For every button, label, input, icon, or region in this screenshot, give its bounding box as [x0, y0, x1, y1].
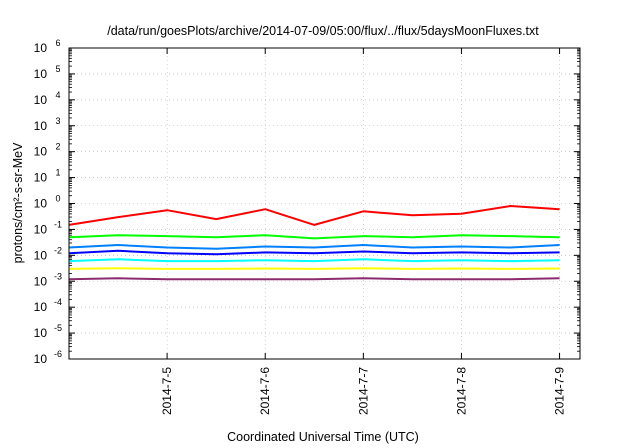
series-line-2 — [68, 234, 560, 240]
y-tick-label: 10 -2 — [34, 245, 62, 262]
y-tick-exponent: 4 — [55, 90, 60, 100]
y-tick-label: 10 -4 — [34, 297, 62, 314]
series-line-6 — [68, 267, 560, 270]
y-tick-label: 10 0 — [34, 194, 61, 211]
x-tick-label: 2014-7-9 — [553, 367, 567, 415]
x-tick-label: 2014-7-8 — [454, 367, 468, 415]
y-tick-label: 10 2 — [34, 142, 61, 159]
y-tick-exponent: 0 — [55, 194, 60, 204]
x-tick-label: 2014-7-7 — [356, 367, 370, 415]
x-axis-ticks: 2014-7-5 2014-7-6 2014-7-7 2014-7-8 2014-7-9 — [160, 48, 567, 415]
grid-lines — [69, 47, 580, 360]
y-tick-label: 10 1 — [34, 168, 61, 185]
y-tick-exponent: 3 — [55, 116, 60, 126]
y-tick-exponent: -4 — [54, 297, 62, 307]
series-line-7 — [68, 277, 560, 281]
chart-title: /data/run/goesPlots/archive/2014-07-09/0… — [107, 24, 539, 38]
y-tick-exponent: 2 — [55, 142, 60, 152]
plot-frame — [68, 47, 581, 360]
series-line-1 — [68, 205, 560, 226]
y-tick-exponent: -1 — [54, 219, 62, 229]
y-tick-exponent: -5 — [54, 323, 62, 333]
y-tick-label: 10 -5 — [34, 323, 62, 340]
x-tick-label: 2014-7-6 — [258, 367, 272, 415]
y-tick-exponent: 5 — [55, 64, 60, 74]
y-tick-exponent: 1 — [55, 168, 60, 178]
y-tick-exponent: -6 — [54, 349, 62, 359]
series-line-3 — [68, 244, 560, 250]
y-axis-label-text: protons/cm²-s-sr-MeV — [11, 142, 25, 264]
y-tick-label: 10 5 — [34, 64, 61, 81]
y-tick-label: 10 -6 — [34, 349, 62, 366]
y-axis-label: protons/cm²-s-sr-MeV — [11, 142, 25, 264]
y-tick-exponent: -3 — [54, 271, 62, 281]
y-tick-label: 10 -3 — [34, 271, 62, 288]
series-lines — [68, 205, 560, 281]
y-tick-label: 10 -1 — [34, 219, 62, 236]
y-tick-exponent: -2 — [54, 245, 62, 255]
y-tick-label: 10 3 — [34, 116, 61, 133]
series-line-5 — [68, 258, 560, 263]
series-line-4 — [68, 249, 560, 256]
y-tick-label: 10 4 — [34, 90, 61, 107]
x-tick-label: 2014-7-5 — [160, 367, 174, 415]
x-axis-label: Coordinated Universal Time (UTC) — [227, 430, 419, 444]
y-tick-label: 10 6 — [34, 38, 61, 55]
y-tick-exponent: 6 — [55, 38, 60, 48]
